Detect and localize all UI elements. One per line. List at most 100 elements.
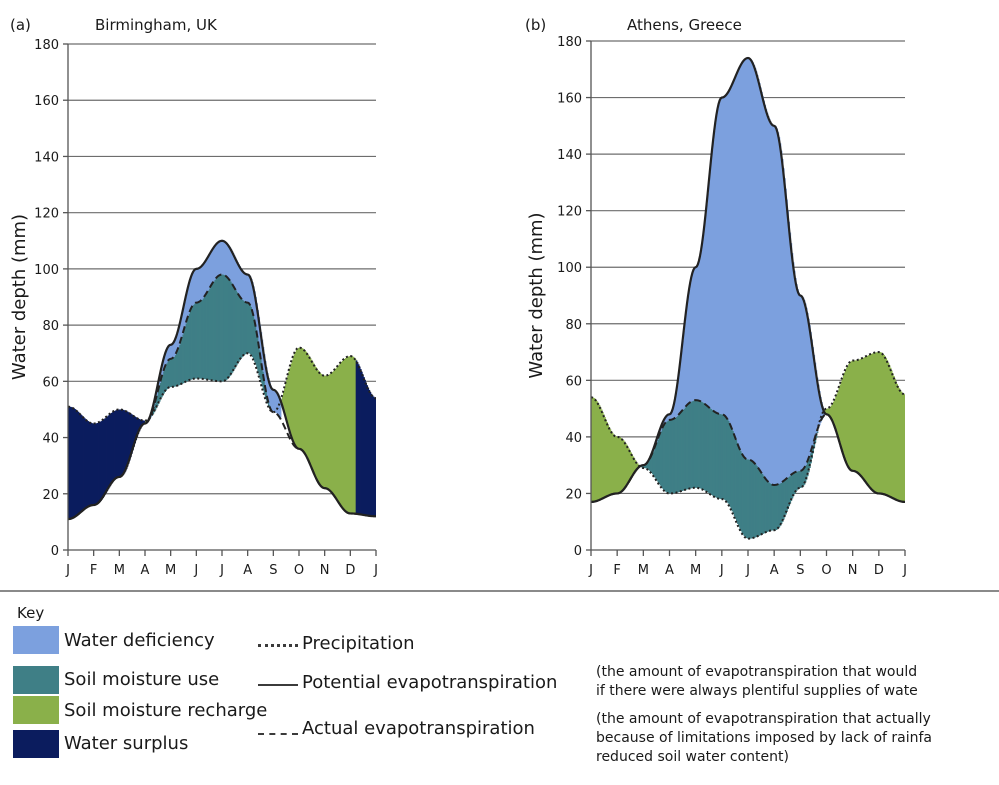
fill-strip xyxy=(358,366,361,515)
fill-strip xyxy=(793,270,796,473)
fill-strip xyxy=(776,128,779,485)
fill-strip xyxy=(202,298,205,379)
fill-strip xyxy=(782,168,785,482)
fill-strip xyxy=(374,398,376,517)
fill-strip xyxy=(785,188,787,480)
fill-strip xyxy=(783,480,786,518)
fill-strip xyxy=(291,360,294,438)
fill-strip xyxy=(731,428,734,512)
fill-strip xyxy=(245,302,248,354)
fill-strip xyxy=(192,306,194,380)
xtick-label-7: A xyxy=(243,563,252,578)
fill-strip xyxy=(292,357,295,441)
fill-strip xyxy=(696,266,699,401)
fill-strip xyxy=(765,478,768,533)
fill-strip xyxy=(726,417,728,502)
fill-strip xyxy=(831,403,834,421)
fill-strip xyxy=(789,232,792,477)
fill-strip xyxy=(142,420,145,425)
fill-strip xyxy=(710,160,713,410)
key-label-soil-moisture-use: Soil moisture use xyxy=(64,669,220,690)
ytick-label-80: 80 xyxy=(565,318,582,333)
fill-strip xyxy=(782,481,785,520)
chart-title-birmingham: Birmingham, UK xyxy=(95,16,218,34)
fill-strip xyxy=(173,341,176,357)
fill-strip xyxy=(773,484,775,531)
fill-strip xyxy=(106,416,109,491)
fill-strip xyxy=(708,182,711,408)
fill-strip xyxy=(204,295,207,380)
fill-strip xyxy=(309,358,312,464)
fill-strip xyxy=(593,397,595,502)
fill-strip xyxy=(733,80,736,434)
fill-strip xyxy=(253,286,255,314)
fill-strip xyxy=(744,457,747,538)
fill-strip xyxy=(236,292,239,364)
potential-evapotranspiration-line-sample xyxy=(258,684,298,686)
fill-strip xyxy=(82,417,85,511)
fill-strip xyxy=(899,390,902,502)
fill-strip xyxy=(738,445,740,527)
fill-strip xyxy=(659,433,662,486)
fill-strip xyxy=(238,264,240,294)
fill-strip xyxy=(301,348,303,450)
fill-strip xyxy=(648,460,651,471)
fill-strip xyxy=(305,351,308,455)
xtick-label-4: M xyxy=(690,563,701,578)
fill-strip xyxy=(201,299,204,379)
fill-strip xyxy=(349,356,351,514)
fill-strip xyxy=(751,60,753,461)
fill-strip xyxy=(778,137,781,485)
note-potential-line-2: if there were always plentiful supplies … xyxy=(596,683,918,699)
fill-strip xyxy=(281,396,284,405)
key-title: Key xyxy=(17,604,45,622)
fill-strip xyxy=(745,58,748,459)
xtick-label-2: M xyxy=(638,563,649,578)
fill-strip xyxy=(742,62,745,455)
fill-strip xyxy=(755,464,758,538)
fill-strip xyxy=(265,390,268,401)
ytick-label-20: 20 xyxy=(42,488,59,503)
fill-strip xyxy=(118,409,120,478)
fill-strip xyxy=(608,426,611,496)
fill-strip xyxy=(133,415,135,447)
fill-strip xyxy=(217,276,220,382)
fill-strip xyxy=(199,267,202,302)
fill-strip xyxy=(343,358,346,510)
fill-strip xyxy=(865,356,868,483)
fill-strip xyxy=(340,362,343,506)
fill-strip xyxy=(357,364,360,515)
fill-strip xyxy=(211,284,213,381)
fill-strip xyxy=(629,450,631,482)
fill-strip xyxy=(100,421,102,501)
fill-strip xyxy=(93,423,96,506)
fill-strip xyxy=(785,479,787,515)
fill-strip xyxy=(251,309,254,358)
fill-strip xyxy=(828,407,831,416)
fill-strip xyxy=(319,372,321,485)
fill-strip xyxy=(256,303,258,331)
fill-strip xyxy=(790,475,793,501)
fill-strip xyxy=(81,416,84,512)
fill-strip xyxy=(86,420,88,508)
fill-strip xyxy=(284,388,286,412)
fill-strip xyxy=(241,269,243,299)
fill-strip xyxy=(322,375,325,488)
fill-strip xyxy=(159,382,162,400)
fill-strip xyxy=(180,341,182,385)
ytick-label-0: 0 xyxy=(51,544,59,559)
fill-strip xyxy=(770,483,773,531)
fill-strip xyxy=(166,350,169,364)
fill-strip xyxy=(338,364,341,503)
fill-strip xyxy=(235,259,238,291)
fill-strip xyxy=(127,412,130,464)
fill-strip xyxy=(130,413,132,458)
ytick-label-40: 40 xyxy=(42,432,59,447)
fill-strip xyxy=(642,465,644,468)
fill-strip xyxy=(286,379,288,420)
fill-strip xyxy=(308,356,311,461)
fill-strip xyxy=(717,413,720,499)
fill-strip xyxy=(139,419,142,430)
fill-strip xyxy=(734,436,737,519)
fill-strip xyxy=(92,423,95,506)
